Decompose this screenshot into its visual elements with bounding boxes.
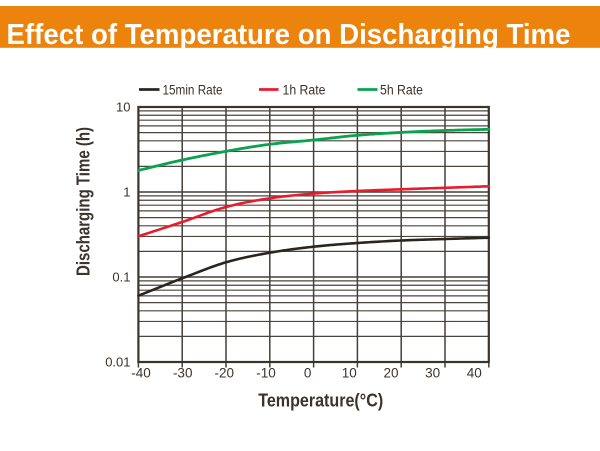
- svg-text:10: 10: [116, 100, 130, 115]
- svg-text:-10: -10: [256, 365, 276, 380]
- svg-text:10: 10: [342, 365, 357, 380]
- svg-text:-40: -40: [131, 365, 151, 380]
- svg-text:30: 30: [425, 365, 440, 380]
- svg-text:Effect of Temperature on Disch: Effect of Temperature on Discharging Tim…: [7, 19, 571, 51]
- svg-text:0: 0: [304, 365, 312, 380]
- svg-text:0.01: 0.01: [105, 355, 130, 370]
- svg-text:1: 1: [123, 185, 130, 200]
- svg-text:0.1: 0.1: [112, 270, 130, 285]
- svg-text:40: 40: [467, 365, 482, 380]
- svg-text:5h Rate: 5h Rate: [380, 83, 423, 98]
- svg-text:15min Rate: 15min Rate: [163, 83, 223, 98]
- svg-text:1h Rate: 1h Rate: [283, 83, 326, 98]
- svg-text:20: 20: [383, 365, 398, 380]
- svg-text:-30: -30: [173, 365, 193, 380]
- svg-text:-20: -20: [215, 365, 235, 380]
- svg-text:Discharging Time (h): Discharging Time (h): [73, 127, 94, 276]
- svg-text:Temperature(°C): Temperature(°C): [258, 390, 383, 411]
